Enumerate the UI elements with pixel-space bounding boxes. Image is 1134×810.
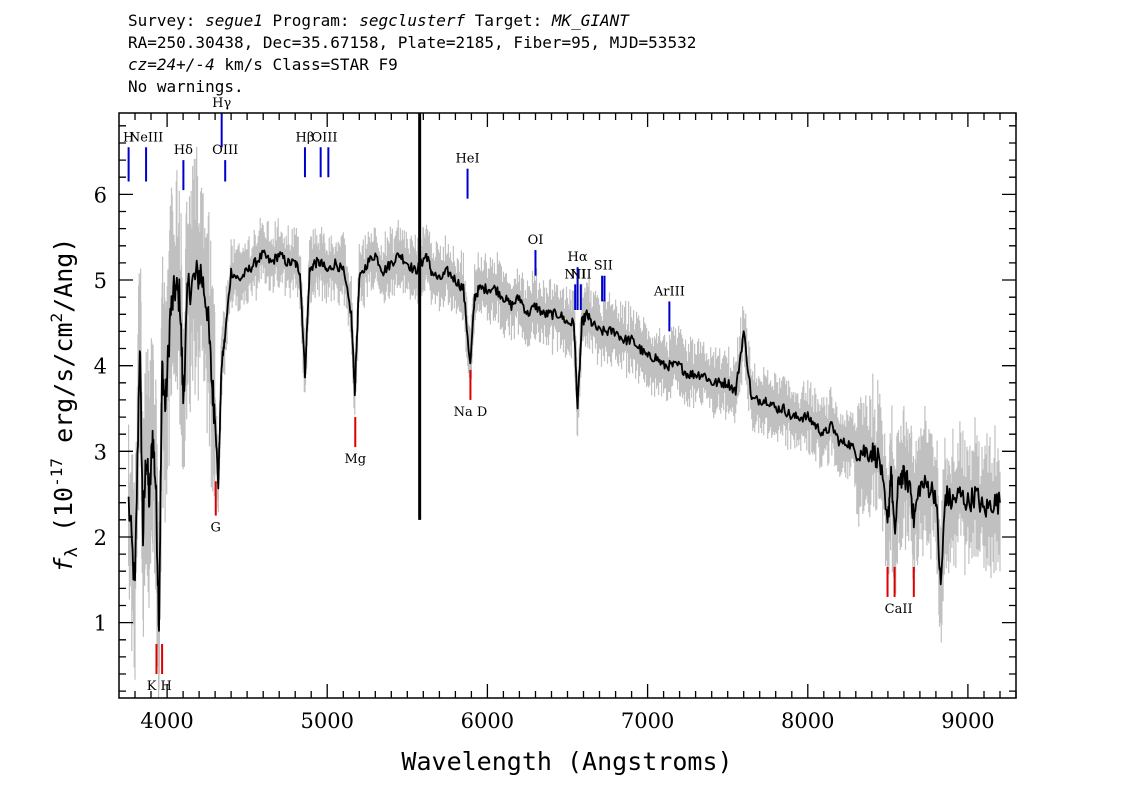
x-tick-label: 7000	[621, 709, 674, 733]
emission-label-1: NeIII	[129, 130, 163, 145]
emission-label-11: NII	[570, 267, 592, 282]
absorption-label-1: G	[211, 521, 221, 536]
error-band-path	[128, 147, 1001, 698]
survey-label: Survey:	[128, 11, 206, 30]
flux-layer	[127, 113, 1001, 632]
y-axis-title-f: f	[49, 556, 78, 572]
emission-label-5: Hβ	[296, 130, 315, 145]
header-line-coordinates: RA=250.30438, Dec=35.67158, Plate=2185, …	[128, 33, 697, 52]
plot-border	[118, 112, 1017, 699]
emission-label-0: H	[123, 130, 134, 145]
absorption-label-3: Na D	[454, 405, 488, 420]
y-tick-label: 6	[94, 183, 107, 207]
header-line-redshift: cz=24+/-4 km/s Class=STAR F9	[128, 54, 696, 76]
emission-label-9: NII	[564, 267, 586, 282]
target-value: MK_GIANT	[551, 11, 629, 30]
y-tick-label: 4	[94, 355, 107, 379]
x-tick-label: 8000	[781, 709, 834, 733]
y-tick-label: 3	[94, 440, 107, 464]
x-tick-label: 5000	[301, 709, 354, 733]
absorption-label-4: CaII	[885, 602, 913, 617]
y-axis-title: fλ (10-17 erg/s/cm2/Ang)	[47, 238, 82, 573]
program-label: Program:	[262, 11, 360, 30]
redshift-value: cz=24+/-4	[128, 55, 215, 74]
spectrum-header: Survey: segue1 Program: segclusterf Targ…	[128, 10, 696, 98]
tick-marks	[119, 113, 1017, 698]
x-tick-label: 4000	[140, 709, 193, 733]
y-tick-label: 5	[94, 269, 107, 293]
emission-label-10: Hα	[568, 250, 588, 265]
header-line-survey: Survey: segue1 Program: segclusterf Targ…	[128, 10, 696, 32]
plot-frame	[118, 112, 1017, 699]
y-axis-title-exp1: -17	[47, 458, 66, 487]
survey-value: segue1	[205, 11, 263, 30]
x-tick-label: 6000	[461, 709, 514, 733]
emission-label-7: HeI	[455, 152, 479, 167]
y-axis-title-sub: λ	[62, 547, 82, 557]
y-tick-label: 1	[94, 612, 107, 636]
emission-label-6: OIII	[311, 130, 337, 145]
flux-series-line	[127, 249, 1001, 632]
spectral-lines: HNeIIIHδHγOIIIHβOIIIHeIOINIIHαNIISIIArII…	[123, 96, 915, 694]
error-band	[128, 147, 1001, 698]
y-axis-title-exp2: 2	[47, 313, 66, 323]
emission-label-12: SII	[594, 259, 613, 274]
x-tick-label: 9000	[941, 709, 994, 733]
y-axis-title-b: erg/s/cm	[49, 323, 78, 458]
target-label: Target:	[465, 11, 552, 30]
emission-label-2: Hδ	[174, 143, 193, 158]
tick-labels: 4000 5000 6000 7000 8000 9000 1 2 3 4 5 6	[94, 183, 995, 733]
y-axis-title-c: /Ang)	[49, 238, 78, 313]
emission-label-8: OI	[528, 233, 544, 248]
emission-label-4: OIII	[212, 143, 238, 158]
program-value: segclusterf	[359, 11, 466, 30]
class-value: km/s Class=STAR F9	[214, 55, 398, 74]
axis-ticks	[119, 113, 1017, 698]
header-line-warnings: No warnings.	[128, 77, 244, 96]
absorption-label-0: K H	[147, 679, 172, 694]
emission-label-13: ArIII	[653, 284, 685, 299]
y-tick-label: 2	[94, 526, 107, 550]
absorption-label-2: Mg	[344, 452, 366, 467]
emission-label-3: Hγ	[212, 96, 231, 111]
x-axis-title: Wavelength (Angstroms)	[401, 747, 732, 776]
y-axis-title-a: (10	[49, 487, 78, 547]
